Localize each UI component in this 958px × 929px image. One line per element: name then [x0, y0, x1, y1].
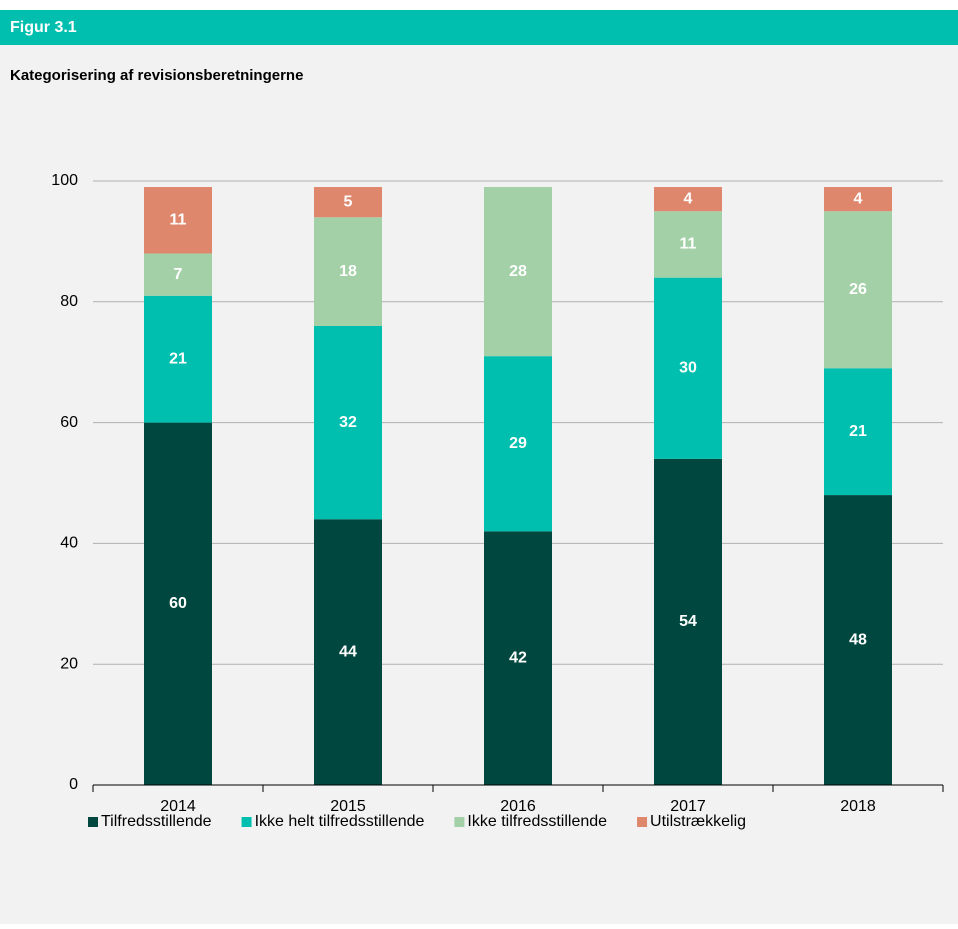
data-label: 54: [679, 613, 697, 630]
data-label: 30: [679, 359, 697, 376]
legend-label: Ikke tilfredsstillende: [467, 813, 607, 830]
data-label: 29: [509, 435, 527, 452]
x-tick-label: 2018: [840, 798, 876, 815]
x-tick-label: 2017: [670, 798, 706, 815]
bar-segment: [824, 495, 892, 785]
data-label: 11: [170, 211, 187, 228]
x-tick-label: 2015: [330, 798, 366, 815]
data-label: 21: [849, 423, 867, 440]
bar-segment: [314, 187, 382, 218]
bar-segment: [824, 368, 892, 496]
bar-segment: [484, 356, 552, 532]
y-tick-label: 20: [60, 655, 78, 672]
header-bar: [0, 10, 958, 45]
legend-label: Ikke helt tilfredsstillende: [255, 813, 425, 830]
data-label: 5: [344, 193, 353, 210]
bar-segment: [654, 277, 722, 459]
chart-title: Kategorisering af revisionsberetningerne: [10, 67, 303, 84]
figure-label: Figur 3.1: [10, 19, 77, 36]
bar-segment: [144, 253, 212, 296]
panel: [0, 10, 958, 924]
bar-segment: [144, 295, 212, 423]
bar-segment: [314, 519, 382, 785]
y-tick-label: 0: [69, 776, 78, 793]
x-tick-label: 2014: [160, 798, 196, 815]
data-label: 18: [339, 263, 357, 280]
data-label: 11: [680, 236, 697, 253]
bar-segment: [654, 211, 722, 278]
bar-segment: [484, 531, 552, 785]
data-label: 21: [169, 350, 187, 367]
data-label: 4: [854, 190, 863, 207]
bar-segment: [144, 422, 212, 785]
bar-segment: [144, 187, 212, 254]
legend-swatch: [637, 817, 648, 827]
data-label: 28: [509, 263, 527, 280]
y-tick-label: 60: [60, 414, 78, 431]
legend-swatch: [241, 817, 252, 827]
data-label: 7: [174, 266, 183, 283]
data-label: 4: [684, 190, 693, 207]
y-tick-label: 40: [60, 535, 78, 552]
bar-segment: [314, 217, 382, 326]
legend-label: Utilstrækkelig: [650, 813, 746, 830]
y-tick-label: 80: [60, 293, 78, 310]
data-label: 26: [849, 281, 867, 298]
bar-segment: [824, 211, 892, 369]
data-label: 60: [169, 595, 187, 612]
legend-swatch: [454, 817, 465, 827]
bar-segment: [824, 187, 892, 212]
bar-segment: [654, 458, 722, 785]
legend-label: Tilfredsstillende: [101, 813, 212, 830]
bar-segment: [484, 187, 552, 357]
data-label: 48: [849, 631, 867, 648]
x-tick-label: 2016: [500, 798, 536, 815]
bar-segment: [654, 187, 722, 212]
data-label: 32: [339, 414, 357, 431]
data-label: 42: [509, 649, 527, 666]
legend-swatch: [88, 817, 98, 827]
bar-segment: [314, 325, 382, 520]
data-label: 44: [339, 643, 357, 660]
y-tick-label: 100: [51, 172, 78, 189]
